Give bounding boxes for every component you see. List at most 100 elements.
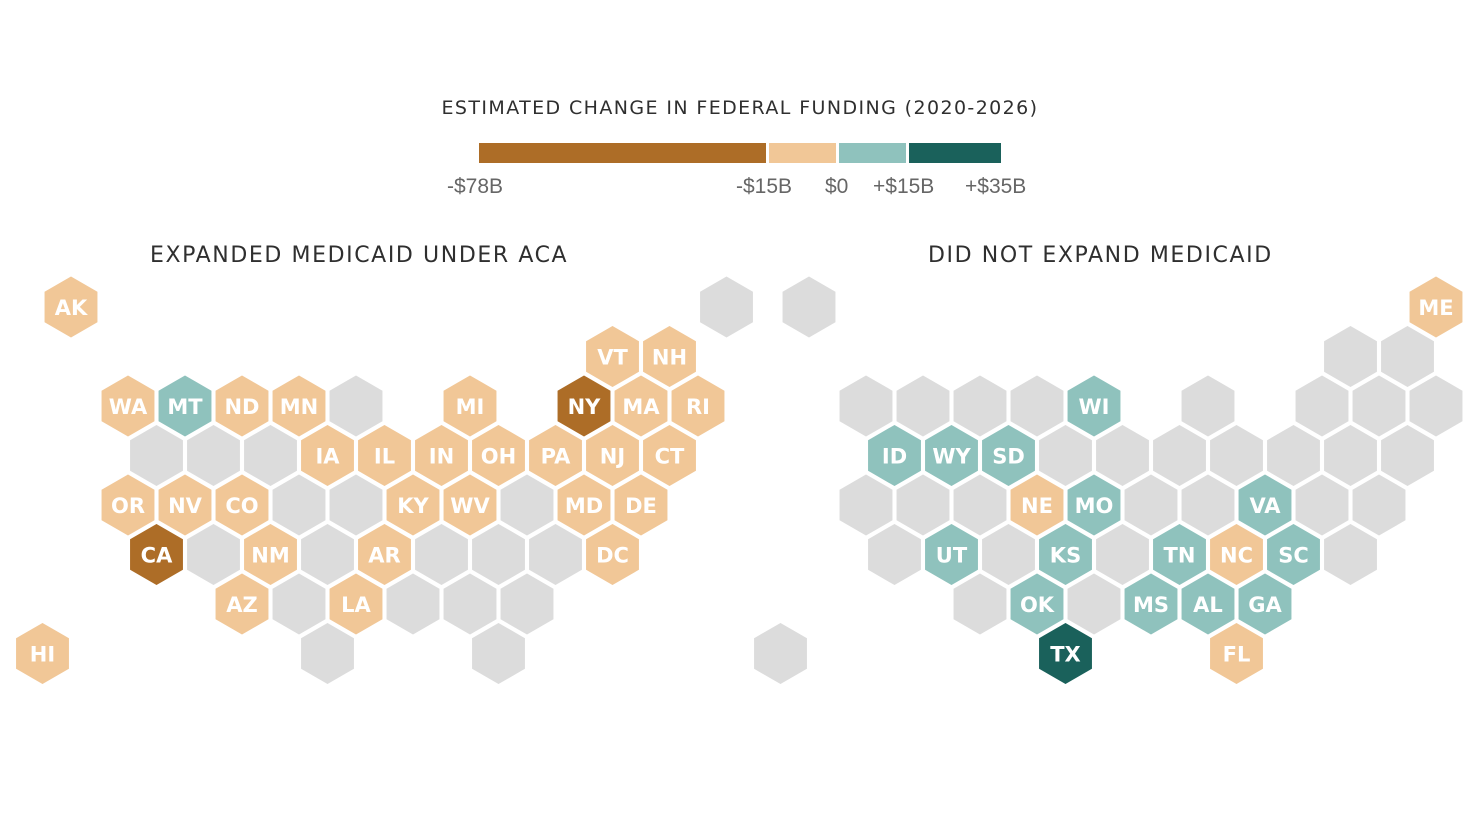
state-label-ms: MS <box>1133 593 1169 617</box>
state-hex-wy <box>922 422 981 489</box>
state-label-id: ID <box>882 445 907 469</box>
state-hex-hi <box>13 620 72 687</box>
state-label-mo: MO <box>1075 494 1114 518</box>
state-label-oh: OH <box>481 445 516 469</box>
empty-hex <box>327 372 385 440</box>
state-hex-id <box>865 422 924 489</box>
state-hex-or <box>99 471 157 539</box>
state-hex-ak <box>42 273 100 341</box>
state-label-ma: MA <box>622 395 660 419</box>
state-label-ny: NY <box>568 395 602 419</box>
state-hex-ia <box>298 422 357 489</box>
empty-hex <box>184 521 243 588</box>
empty-hex <box>1264 422 1323 489</box>
state-hex-ne <box>1008 471 1066 539</box>
state-hex-ky <box>384 471 442 539</box>
legend-tick-max: +$35B <box>965 175 1027 198</box>
legend-tick-zero: $0 <box>825 175 849 198</box>
empty-hex <box>697 273 756 341</box>
state-hex-az <box>213 570 271 638</box>
state-label-va: VA <box>1249 494 1281 518</box>
empty-hex <box>1036 422 1095 489</box>
state-hex-il <box>355 422 414 489</box>
state-hex-ar <box>355 521 414 588</box>
state-hex-fl <box>1207 620 1266 687</box>
state-hex-nc <box>1207 521 1266 588</box>
empty-hex <box>865 521 924 588</box>
hex-map-expanded: AK VT NH WA MT ND MN MI NY MA RI IA IL IN OH PA NJ CT OR NV… <box>13 273 756 687</box>
legend-tick-minus-15: -$15B <box>736 175 793 198</box>
state-label-il: IL <box>374 445 395 469</box>
state-hex-mt <box>156 372 214 440</box>
state-hex-nm <box>241 521 300 588</box>
state-label-ia: IA <box>315 445 340 469</box>
empty-hex <box>1293 372 1351 440</box>
empty-hex <box>384 570 442 638</box>
empty-hex <box>1065 570 1123 638</box>
state-label-nj: NJ <box>600 445 625 469</box>
state-hex-oh <box>469 422 528 489</box>
empty-hex <box>127 422 186 489</box>
state-label-sd: SD <box>992 445 1025 469</box>
state-label-dc: DC <box>596 544 629 568</box>
state-hex-tx <box>1036 620 1095 687</box>
state-label-ut: UT <box>936 544 968 568</box>
state-label-la: LA <box>341 593 371 617</box>
empty-hex <box>1350 372 1408 440</box>
state-hex-sd <box>979 422 1038 489</box>
state-hex-va <box>1236 471 1294 539</box>
empty-hex <box>837 372 895 440</box>
state-hex-wv <box>441 471 499 539</box>
empty-hex <box>951 570 1009 638</box>
state-hex-tn <box>1150 521 1209 588</box>
state-label-wy: WY <box>932 445 971 469</box>
empty-hex <box>469 521 528 588</box>
state-hex-pa <box>526 422 585 489</box>
state-hex-ri <box>669 372 727 440</box>
empty-hex <box>1093 422 1152 489</box>
empty-hex <box>1207 422 1266 489</box>
state-label-ar: AR <box>368 544 400 568</box>
map-title-expanded: EXPANDED MEDICAID UNDER ACA <box>150 243 569 268</box>
empty-hex <box>1293 471 1351 539</box>
empty-hex <box>298 620 357 687</box>
state-label-co: CO <box>225 494 258 518</box>
state-label-ri: RI <box>686 395 710 419</box>
legend-segment-large-gain <box>909 143 1001 163</box>
empty-hex <box>1378 323 1437 390</box>
state-label-mi: MI <box>456 395 485 419</box>
state-hex-mo <box>1065 471 1123 539</box>
state-label-mn: MN <box>280 395 318 419</box>
state-hex-sc <box>1264 521 1323 588</box>
empty-hex <box>298 521 357 588</box>
state-hex-wa <box>99 372 157 440</box>
state-hex-mn <box>270 372 328 440</box>
legend-tick-plus-15: +$15B <box>873 175 935 198</box>
state-label-nv: NV <box>168 494 203 518</box>
state-hex-co <box>213 471 271 539</box>
state-label-hi: HI <box>30 643 55 667</box>
empty-hex <box>184 422 243 489</box>
state-hex-de <box>612 471 670 539</box>
empty-hex <box>951 372 1009 440</box>
state-label-ca: CA <box>141 544 173 568</box>
legend-title: ESTIMATED CHANGE IN FEDERAL FUNDING (202… <box>441 97 1039 119</box>
state-label-nd: ND <box>224 395 259 419</box>
empty-hex <box>441 570 499 638</box>
state-hex-md <box>555 471 613 539</box>
state-hex-dc <box>583 521 642 588</box>
state-hex-ca <box>127 521 186 588</box>
empty-hex <box>1378 422 1437 489</box>
state-hex-ok <box>1008 570 1066 638</box>
state-label-ga: GA <box>1248 593 1282 617</box>
state-label-nh: NH <box>652 346 687 370</box>
state-label-de: DE <box>625 494 657 518</box>
empty-hex <box>1350 471 1408 539</box>
empty-hex <box>1122 471 1180 539</box>
state-hex-vt <box>583 323 642 390</box>
empty-hex <box>1321 422 1380 489</box>
legend-tick-min: -$78B <box>447 175 504 198</box>
empty-hex <box>498 471 556 539</box>
empty-hex <box>1093 521 1152 588</box>
